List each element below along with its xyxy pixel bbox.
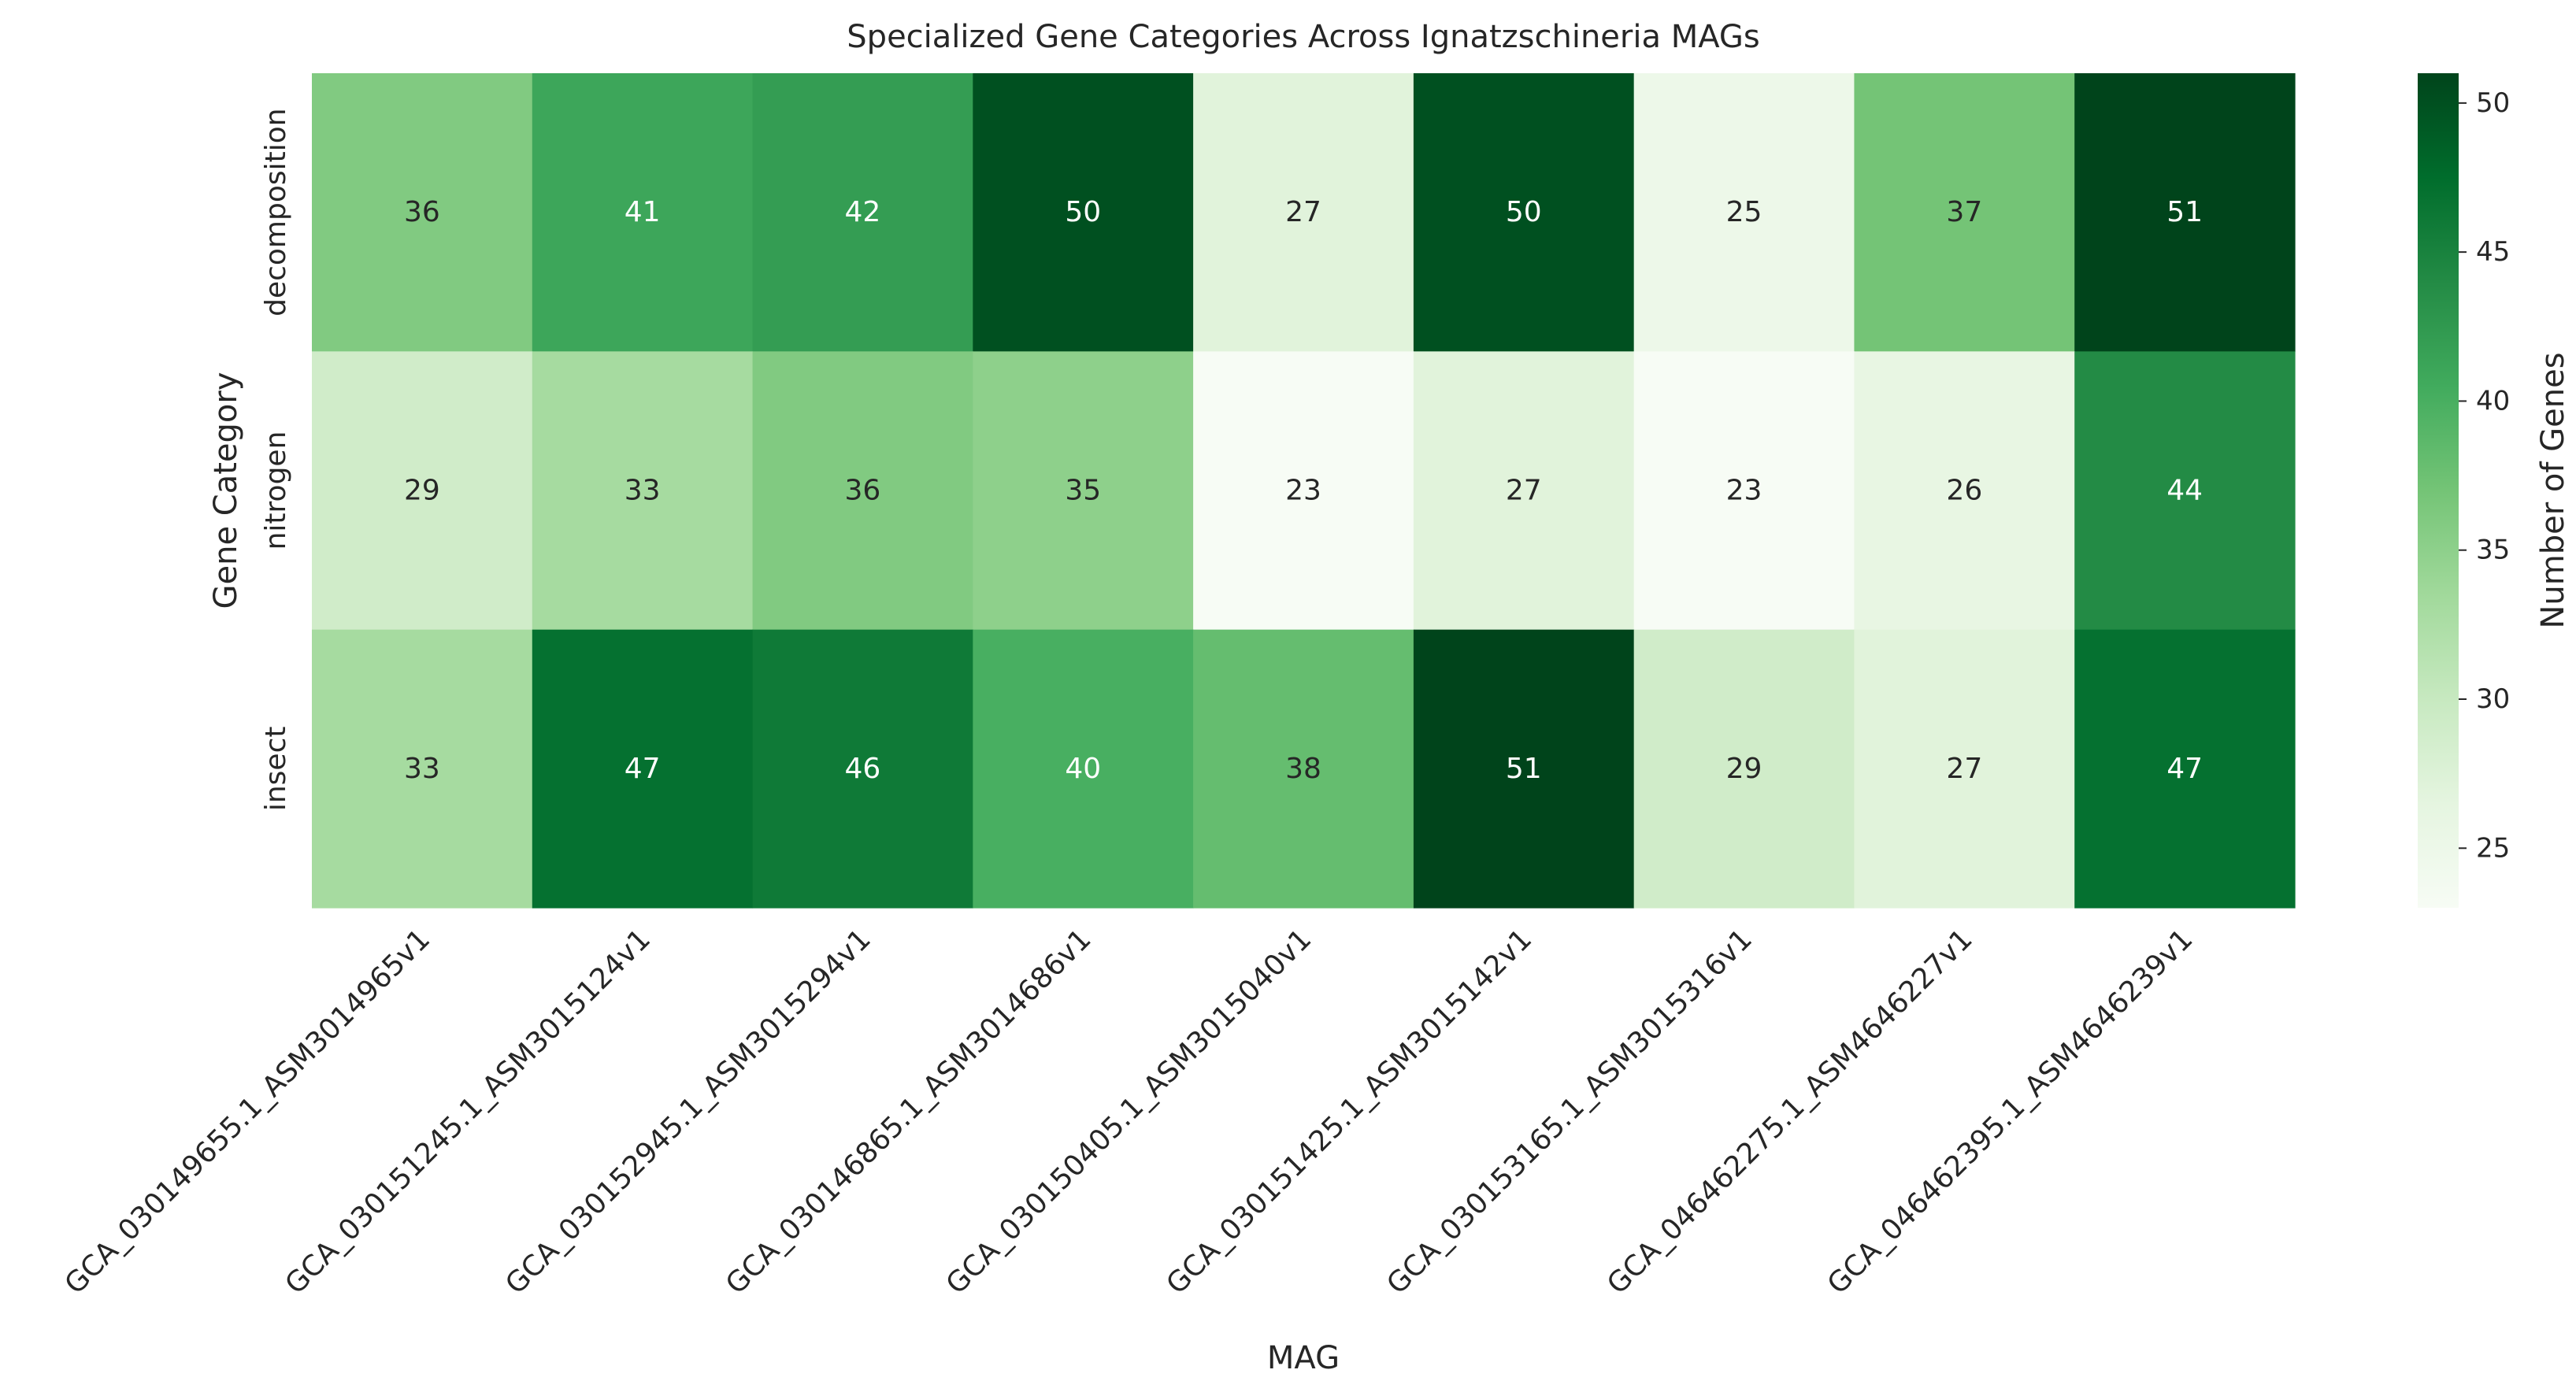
cell-value-label: 25 [1726, 196, 1762, 228]
colorbar-tick-label: 50 [2476, 87, 2510, 119]
cell-value-label: 29 [404, 475, 440, 507]
cell-value-label: 29 [1726, 753, 1762, 785]
cell-value-label: 51 [2166, 196, 2203, 228]
cell-value-label: 27 [1946, 753, 1982, 785]
colorbar-tick-label: 45 [2476, 236, 2510, 268]
heatmap-cell [532, 629, 754, 909]
colorbar: 25 30 35 40 45 50 Number of Genes [2418, 73, 2571, 908]
heatmap-cell [752, 629, 973, 909]
heatmap-cell [2074, 629, 2296, 909]
heatmap-cell [532, 351, 754, 631]
cell-value-label: 36 [845, 475, 881, 507]
cell-value-label: 44 [2166, 475, 2203, 507]
cell-value-label: 27 [1285, 196, 1321, 228]
heatmap-cell [312, 629, 533, 909]
column-tick-label: GCA_046462395.1_ASM4646239v1 [1822, 923, 2200, 1301]
column-tick-label: GCA_030151245.1_ASM3015124v1 [279, 923, 657, 1301]
row-labels: decomposition nitrogen insect [260, 108, 292, 811]
heatmap-cell [1413, 351, 1635, 631]
heatmap-cell [1854, 351, 2075, 631]
colorbar-label: Number of Genes [2535, 352, 2571, 628]
cell-value-label: 51 [1506, 753, 1542, 785]
cell-value-label: 23 [1726, 475, 1762, 507]
heatmap-cell [973, 629, 1194, 909]
cell-value-label: 41 [625, 196, 661, 228]
heatmap-cell [1633, 351, 1855, 631]
row-tick-label: nitrogen [260, 431, 292, 550]
heatmap-cell [1854, 73, 2075, 352]
cell-value-label: 47 [2166, 753, 2203, 785]
cell-value-label: 35 [1065, 475, 1101, 507]
column-tick-label: GCA_046462275.1_ASM4646227v1 [1601, 923, 1979, 1301]
cell-value-label: 37 [1946, 196, 1982, 228]
x-axis-label: MAG [1267, 1340, 1340, 1376]
column-tick-label: GCA_030153165.1_ASM3015316v1 [1381, 923, 1759, 1301]
cell-value-label: 23 [1285, 475, 1321, 507]
column-tick-label: GCA_030150405.1_ASM3015040v1 [940, 923, 1318, 1301]
heatmap-cell [973, 351, 1194, 631]
heatmap-cell [973, 73, 1194, 352]
cell-value-label: 36 [404, 196, 440, 228]
row-tick-label: insect [260, 727, 292, 812]
colorbar-tick-label: 35 [2476, 535, 2510, 566]
heatmap-cell [1413, 73, 1635, 352]
heatmap-cell [312, 73, 533, 352]
heatmap-cell [1413, 629, 1635, 909]
heatmap-cell [1633, 629, 1855, 909]
cell-value-label: 33 [625, 475, 661, 507]
heatmap-cell [1193, 629, 1414, 909]
colorbar-tick-label: 25 [2476, 832, 2510, 864]
cell-value-label: 46 [845, 753, 881, 785]
heatmap-cell [1633, 73, 1855, 352]
row-tick-label: decomposition [260, 108, 292, 316]
column-labels: GCA_030149655.1_ASM3014965v1GCA_03015124… [59, 923, 2200, 1301]
cell-value-label: 26 [1946, 475, 1982, 507]
heatmap-cell [532, 73, 754, 352]
heatmap-cells: 36 41 42 50 27 50 25 37 51 29 33 36 35 23 27 23 26 44 33 47… [312, 73, 2296, 909]
heatmap-cell [312, 351, 533, 631]
column-tick-label: GCA_030151425.1_ASM3015142v1 [1161, 923, 1539, 1301]
y-axis-label: Gene Category [208, 372, 244, 609]
heatmap-cell [2074, 73, 2296, 352]
chart-title: Specialized Gene Categories Across Ignat… [847, 19, 1759, 55]
cell-value-label: 33 [404, 753, 440, 785]
cell-value-label: 47 [625, 753, 661, 785]
heatmap-cell [2074, 351, 2296, 631]
colorbar-tick-label: 30 [2476, 683, 2510, 715]
heatmap-cell [1854, 629, 2075, 909]
cell-value-label: 38 [1285, 753, 1321, 785]
heatmap-cell [1193, 351, 1414, 631]
column-tick-label: GCA_030146865.1_ASM3014686v1 [720, 923, 1098, 1301]
column-tick-label: GCA_030152945.1_ASM3015294v1 [499, 923, 877, 1301]
heatmap-cell [1193, 73, 1414, 352]
cell-value-label: 50 [1506, 196, 1542, 228]
cell-value-label: 40 [1065, 753, 1101, 785]
cell-value-label: 27 [1506, 475, 1542, 507]
column-tick-label: GCA_030149655.1_ASM3014965v1 [59, 923, 437, 1301]
heatmap-cell [752, 73, 973, 352]
colorbar-tick-label: 40 [2476, 385, 2510, 416]
cell-value-label: 50 [1065, 196, 1101, 228]
heatmap-cell [752, 351, 973, 631]
colorbar-ticks: 25 30 35 40 45 50 [2459, 87, 2510, 864]
colorbar-gradient [2418, 73, 2459, 908]
cell-value-label: 42 [845, 196, 881, 228]
